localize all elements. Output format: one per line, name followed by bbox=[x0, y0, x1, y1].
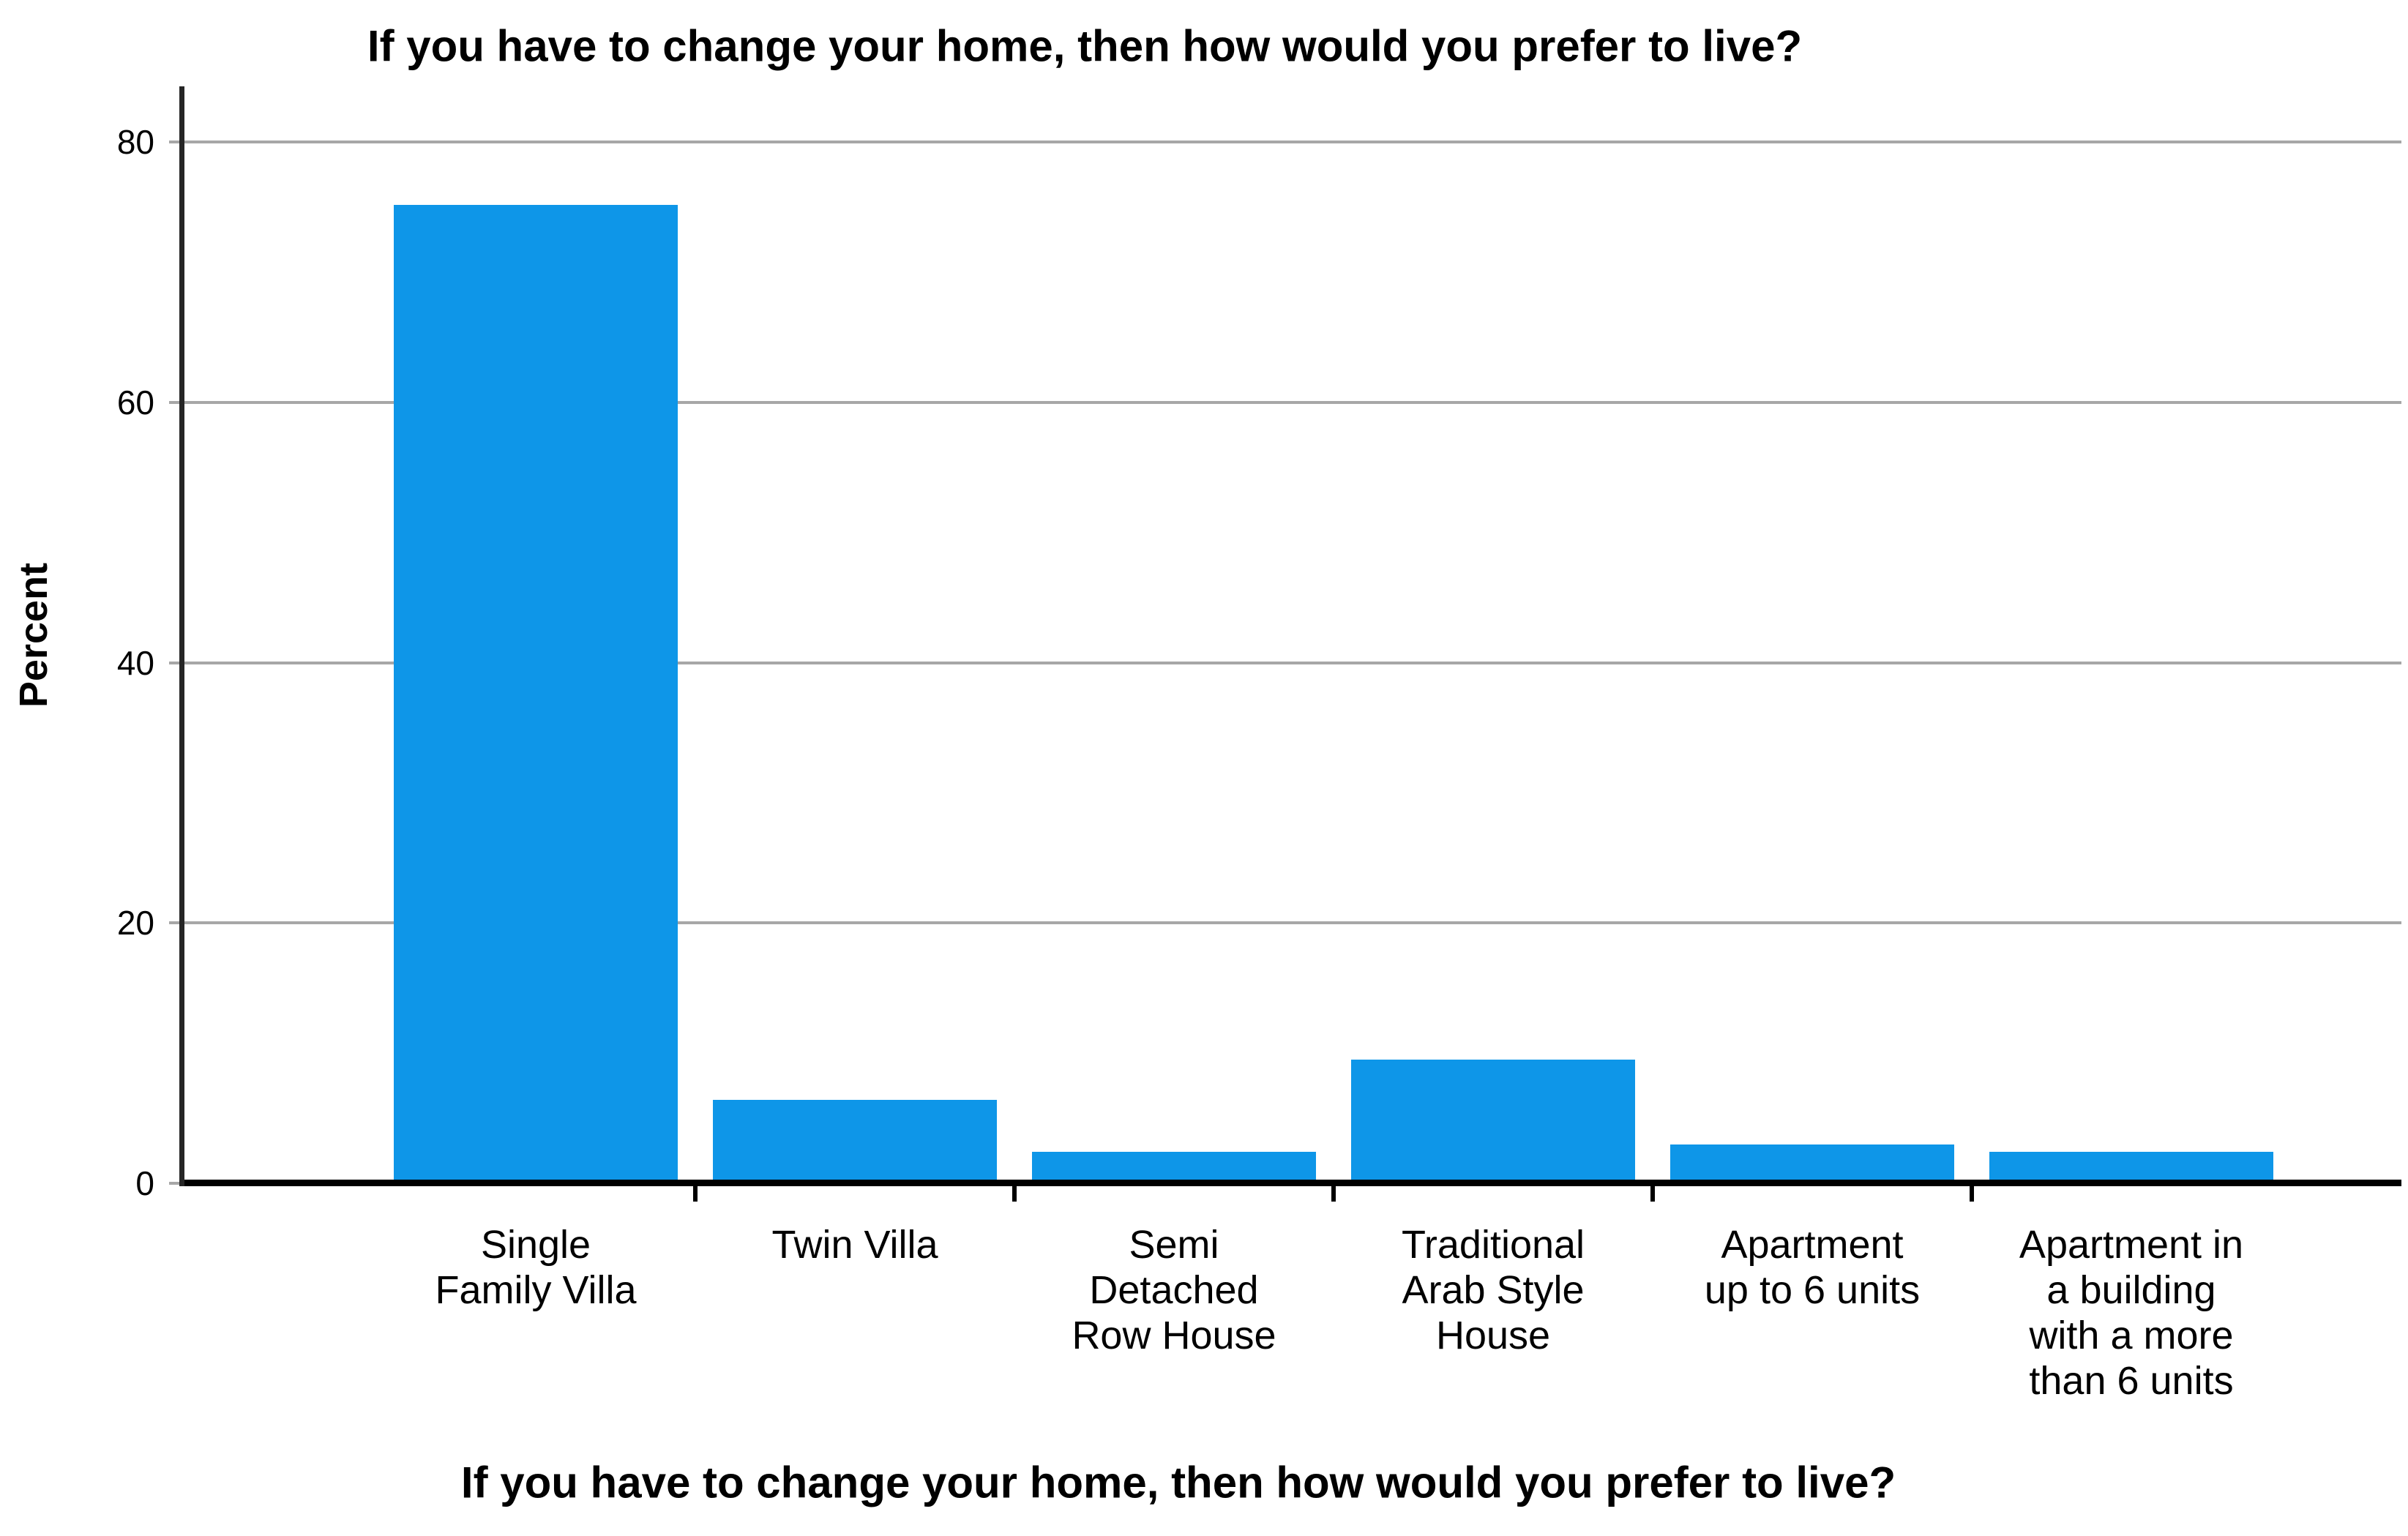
gridline bbox=[182, 921, 2401, 925]
x-axis-title: If you have to change your home, then ho… bbox=[460, 1458, 1896, 1507]
x-tick bbox=[693, 1180, 698, 1202]
bar bbox=[1989, 1152, 2273, 1183]
category-label-line: Family Villa bbox=[435, 1268, 637, 1312]
y-tick bbox=[169, 141, 182, 144]
gridline bbox=[182, 141, 2401, 144]
bar bbox=[1032, 1152, 1316, 1183]
y-tick-label: 0 bbox=[135, 1164, 154, 1202]
category-label-line: House bbox=[1435, 1314, 1551, 1357]
category-label: Twin Villa bbox=[650, 1222, 1060, 1267]
bar bbox=[1670, 1144, 1954, 1183]
category-label-line: than 6 units bbox=[2029, 1359, 2234, 1403]
category-label: Semi Detached Row House bbox=[969, 1222, 1379, 1358]
x-tick bbox=[1970, 1180, 1974, 1202]
category-label-line: Detached bbox=[1089, 1268, 1259, 1312]
category-label-line: Single bbox=[480, 1223, 591, 1267]
category-label: Single Family Villa bbox=[331, 1222, 741, 1313]
bar bbox=[1351, 1060, 1635, 1183]
category-label: Apartment in a building with a more than 6 … bbox=[1926, 1222, 2336, 1404]
x-tick bbox=[1331, 1180, 1336, 1202]
bar bbox=[394, 204, 678, 1183]
y-tick bbox=[169, 1182, 182, 1185]
category-label-line: Row House bbox=[1072, 1314, 1276, 1357]
category-label: Apartment up to 6 units bbox=[1607, 1222, 2017, 1313]
chart-title: If you have to change your home, then ho… bbox=[367, 21, 1803, 71]
category-label-line: with a more bbox=[2029, 1314, 2234, 1357]
category-label-line: Semi bbox=[1129, 1223, 1219, 1267]
category-label-line: Apartment in bbox=[2019, 1223, 2244, 1267]
category-label-line: a building bbox=[2046, 1268, 2216, 1312]
y-tick bbox=[169, 401, 182, 405]
gridline bbox=[182, 401, 2401, 405]
gridline bbox=[182, 661, 2401, 664]
y-tick-label: 80 bbox=[116, 123, 154, 162]
category-label-line: Traditional bbox=[1401, 1223, 1585, 1267]
category-label-line: Arab Style bbox=[1402, 1268, 1585, 1312]
y-tick-label: 20 bbox=[116, 904, 154, 943]
y-tick bbox=[169, 921, 182, 925]
x-tick bbox=[1650, 1180, 1655, 1202]
x-tick bbox=[1012, 1180, 1017, 1202]
category-label-line: up to 6 units bbox=[1704, 1268, 1921, 1312]
y-tick-label: 60 bbox=[116, 383, 154, 422]
category-label: Traditional Arab Style House bbox=[1288, 1222, 1698, 1358]
category-label-line: Apartment bbox=[1721, 1223, 1904, 1267]
x-axis-line bbox=[179, 1180, 2401, 1186]
y-axis-line bbox=[179, 86, 184, 1186]
y-tick-label: 40 bbox=[116, 643, 154, 682]
bar bbox=[713, 1100, 997, 1183]
category-label-line: Twin Villa bbox=[771, 1223, 938, 1267]
y-tick bbox=[169, 661, 182, 664]
